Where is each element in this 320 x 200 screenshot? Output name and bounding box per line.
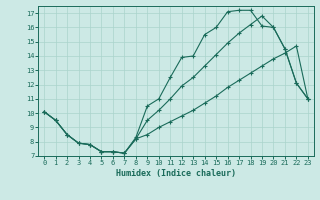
X-axis label: Humidex (Indice chaleur): Humidex (Indice chaleur): [116, 169, 236, 178]
